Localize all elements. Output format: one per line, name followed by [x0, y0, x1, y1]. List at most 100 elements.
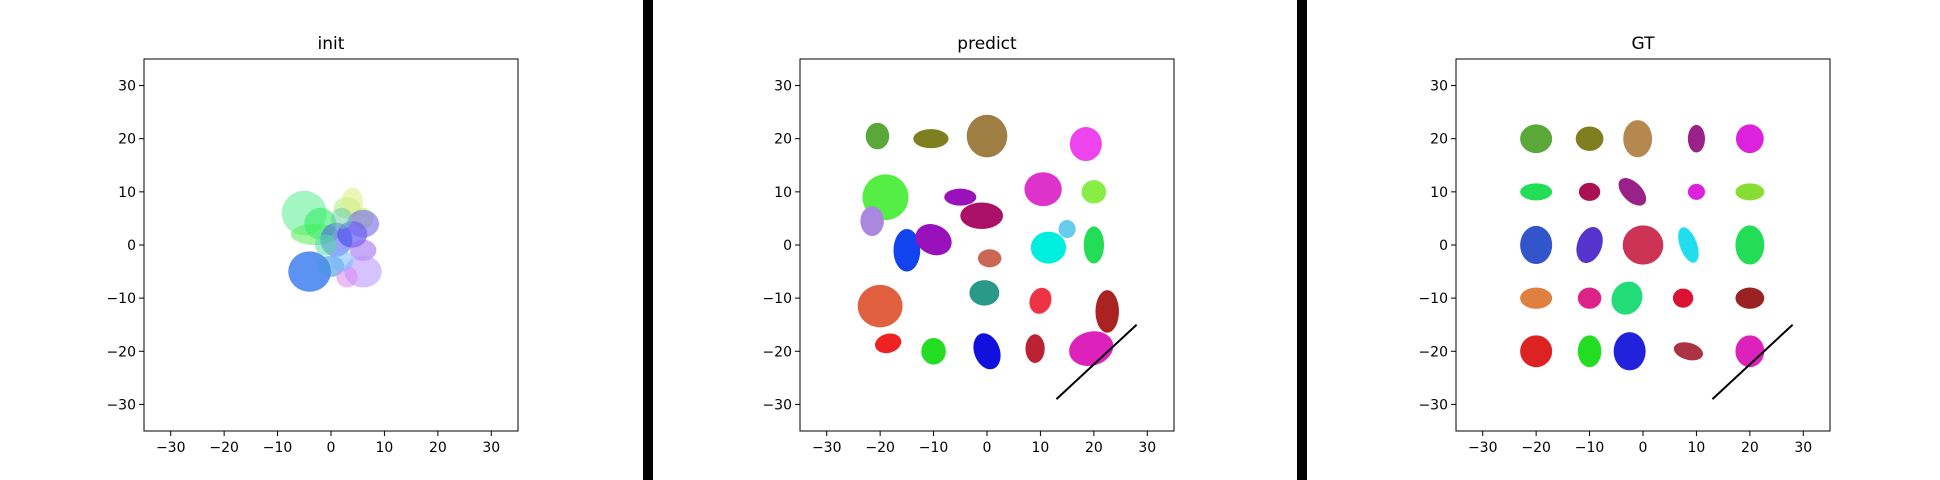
y-tick-label: 30: [1430, 79, 1448, 95]
ellipse-10: [893, 229, 921, 272]
x-tick-label: 20: [429, 440, 447, 456]
ellipse-5: [1520, 183, 1553, 201]
subplot-gt: GT −30 −20 −10 0 10 20 30 −30 −20 −10 0 10 20 30: [1418, 34, 1831, 456]
ellipse-11: [1576, 227, 1603, 263]
y-tick-label: −20: [762, 344, 792, 360]
y-axis: −30 −20 −10 0 10 20 30: [762, 79, 800, 413]
ellipse-17: [969, 280, 1000, 306]
ellipse-8: [1024, 172, 1062, 207]
subplot-init: init −30 −20 −10 0 10 20 30 −30 −20 −10 0 10 20 30: [106, 34, 519, 456]
ellipse-7: [960, 202, 1004, 230]
diagonal-line: [1055, 323, 1138, 400]
y-tick-label: −30: [1418, 397, 1448, 413]
ellipse-layer: [1520, 120, 1794, 400]
ellipse-6: [944, 188, 977, 206]
ellipse-9: [1735, 183, 1765, 201]
y-tick-label: 20: [118, 132, 136, 148]
ellipse-4: [1735, 124, 1764, 154]
y-tick-label: 10: [1430, 185, 1448, 201]
x-tick-label: 20: [1085, 440, 1103, 456]
ellipse-13: [1030, 231, 1067, 264]
ellipse-0: [1520, 124, 1553, 154]
y-tick-label: −10: [106, 291, 136, 307]
ellipse-3: [1069, 127, 1102, 162]
ellipse-5: [860, 206, 884, 236]
ellipse-17: [1611, 281, 1643, 315]
ellipse-3: [1687, 124, 1705, 153]
ellipse-16: [857, 284, 903, 328]
y-axis: −30 −20 −10 0 10 20 30: [1418, 79, 1456, 413]
ellipse-21: [1577, 335, 1602, 368]
ellipse-19: [1735, 287, 1765, 309]
ellipse-11: [915, 224, 952, 256]
ellipse-18: [1029, 287, 1052, 314]
x-tick-label: 10: [1032, 440, 1050, 456]
x-tick-label: 10: [376, 440, 394, 456]
y-tick-label: 20: [1430, 132, 1448, 148]
x-axis: −30 −20 −10 0 10 20 30: [1468, 431, 1812, 456]
x-tick-label: 20: [1741, 440, 1759, 456]
ellipse-7: [1618, 178, 1647, 206]
y-tick-label: 10: [118, 185, 136, 201]
ellipse-9: [1081, 180, 1107, 204]
ellipse-layer: [281, 187, 382, 292]
panel-separator: [1297, 0, 1307, 480]
x-tick-label: 30: [482, 440, 500, 456]
y-tick-label: 30: [774, 79, 792, 95]
ellipse-16: [331, 207, 353, 230]
subplot-predict: predict −30 −20 −10 0 10 20 30 −30 −20 −10 0 10 20 3…: [762, 34, 1175, 456]
ellipse-22: [1613, 332, 1646, 371]
ellipse-16: [1577, 287, 1602, 309]
subplot-title: init: [318, 34, 345, 54]
y-tick-label: −10: [1418, 291, 1448, 307]
ellipse-20: [1520, 335, 1553, 368]
ellipse-24: [1735, 335, 1765, 368]
y-axis: −30 −20 −10 0 10 20 30: [106, 79, 144, 413]
y-tick-label: 20: [774, 132, 792, 148]
x-tick-label: 30: [1794, 440, 1812, 456]
x-tick-label: 0: [327, 440, 336, 456]
x-tick-label: −20: [865, 440, 895, 456]
y-tick-label: −20: [106, 344, 136, 360]
ellipse-19: [1095, 290, 1119, 333]
ellipse-14: [1083, 226, 1105, 264]
y-tick-label: 0: [127, 238, 136, 254]
ellipse-20: [875, 333, 902, 354]
ellipse-23: [1673, 342, 1704, 361]
ellipse-8: [1687, 183, 1705, 200]
x-axis: −30 −20 −10 0 10 20 30: [812, 431, 1156, 456]
ellipse-0: [865, 122, 890, 150]
panel-separator: [643, 0, 653, 480]
x-tick-label: −10: [1575, 440, 1605, 456]
subplot-title: predict: [957, 34, 1017, 54]
ellipse-2: [1623, 120, 1653, 158]
ellipse-10: [1520, 225, 1553, 265]
y-tick-label: −20: [1418, 344, 1448, 360]
diagonal-line: [1711, 323, 1794, 400]
x-tick-label: −20: [209, 440, 239, 456]
ellipse-15: [1520, 287, 1553, 309]
ellipse-18: [1672, 288, 1694, 308]
ellipse-1: [913, 129, 949, 149]
ellipse-11: [349, 239, 377, 261]
ellipse-10: [347, 209, 380, 238]
ellipse-22: [973, 333, 1001, 370]
y-tick-label: 30: [118, 79, 136, 95]
y-tick-label: −30: [106, 397, 136, 413]
ellipse-6: [1578, 182, 1601, 201]
x-tick-label: −20: [1521, 440, 1551, 456]
ellipse-layer: [857, 114, 1138, 400]
y-tick-label: −30: [762, 397, 792, 413]
ellipse-15: [314, 234, 337, 256]
ellipse-21: [921, 338, 946, 365]
x-tick-label: −10: [919, 440, 949, 456]
y-tick-label: 0: [783, 238, 792, 254]
ellipse-2: [966, 114, 1008, 158]
x-axis: −30 −20 −10 0 10 20 30: [156, 431, 500, 456]
x-tick-label: −30: [812, 440, 842, 456]
x-tick-label: 30: [1138, 440, 1156, 456]
ellipse-14: [329, 250, 354, 272]
y-tick-label: 0: [1439, 238, 1448, 254]
x-tick-label: −10: [263, 440, 293, 456]
y-tick-label: −10: [762, 291, 792, 307]
